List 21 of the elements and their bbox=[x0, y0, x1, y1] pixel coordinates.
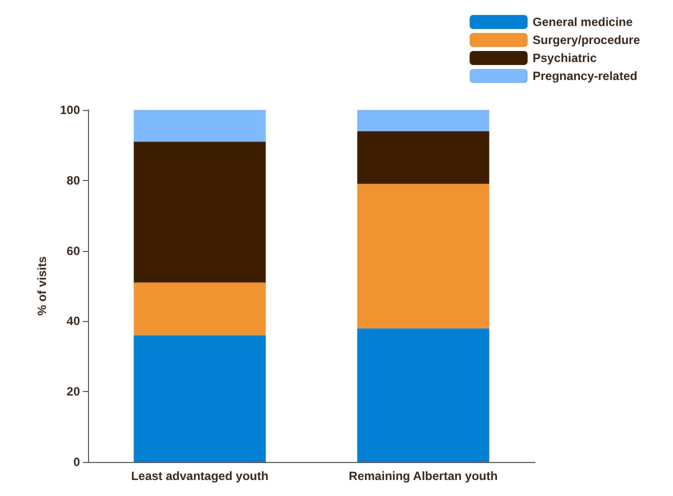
bar bbox=[134, 142, 266, 282]
bar bbox=[357, 110, 490, 132]
legend-label: Psychiatric bbox=[532, 51, 597, 65]
bar bbox=[357, 131, 490, 184]
legend-label: General medicine bbox=[532, 15, 633, 29]
legend-label: Pregnancy-related bbox=[532, 69, 638, 83]
y-tick-label: 80 bbox=[66, 173, 80, 188]
bar bbox=[134, 110, 266, 142]
y-tick-label: 40 bbox=[66, 314, 80, 328]
bar bbox=[357, 328, 490, 462]
y-tick-label: 0 bbox=[73, 455, 80, 469]
y-axis-title: % of visits bbox=[35, 256, 49, 316]
bar bbox=[134, 335, 266, 462]
y-tick-label: 100 bbox=[60, 103, 80, 117]
x-tick-label: Remaining Albertan youth bbox=[348, 469, 498, 483]
legend-label: Surgery/procedure bbox=[532, 33, 640, 47]
x-tick-label: Least advantaged youth bbox=[131, 469, 268, 483]
bar bbox=[357, 184, 490, 328]
y-tick-label: 60 bbox=[66, 244, 80, 258]
y-tick-label: 20 bbox=[66, 384, 80, 399]
bar bbox=[134, 282, 266, 336]
